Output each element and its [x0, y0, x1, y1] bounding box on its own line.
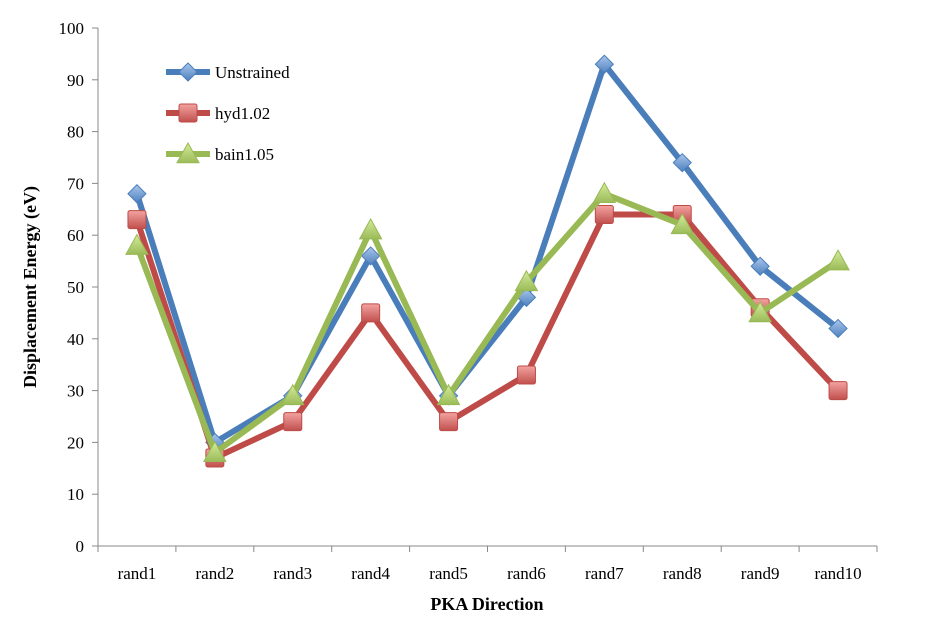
x-tick-label: rand5: [429, 564, 468, 583]
data-point: [594, 54, 615, 74]
data-point: [127, 184, 147, 204]
y-tick-label: 0: [76, 537, 85, 556]
data-point: [828, 318, 848, 339]
y-tick-label: 70: [67, 174, 84, 193]
legend-marker: [178, 103, 198, 123]
data-point: [826, 249, 850, 271]
x-tick-label: rand6: [507, 564, 546, 583]
series-hyd1.02: [127, 204, 848, 468]
data-point: [828, 381, 848, 401]
data-point: [203, 440, 227, 463]
x-tick-label: rand4: [351, 564, 390, 583]
legend-item: bain1.05: [166, 141, 274, 164]
series-line: [134, 190, 840, 456]
x-axis-title: PKA Direction: [430, 594, 543, 614]
data-point: [436, 383, 461, 406]
x-tick-label: rand8: [663, 564, 702, 583]
series-bain1.05: [125, 181, 850, 463]
data-point: [592, 181, 617, 204]
x-tick-label: rand10: [814, 564, 861, 583]
data-point: [127, 210, 147, 230]
axes: 0 10 20 30 40 50 60 70 80 90 100 rand1 rand2 rand3 ran…: [59, 19, 878, 583]
legend-label: bain1.05: [215, 145, 274, 164]
y-tick-label: 50: [67, 278, 84, 297]
data-point: [748, 300, 772, 323]
data-point: [594, 204, 614, 224]
legend-label: Unstrained: [215, 63, 290, 82]
y-tick-label: 10: [67, 485, 84, 504]
data-point: [360, 246, 381, 266]
data-point: [672, 152, 692, 173]
data-point: [516, 365, 536, 385]
x-tick-label: rand3: [273, 564, 312, 583]
legend-item: hyd1.02: [166, 103, 270, 123]
y-axis-title: Displacement Energy (eV): [20, 186, 41, 388]
y-tick-label: 90: [67, 71, 84, 90]
y-tick-label: 30: [67, 382, 84, 401]
series-line: [134, 211, 841, 461]
legend-marker: [176, 141, 200, 164]
data-point: [750, 256, 770, 276]
y-tick-label: 100: [59, 19, 85, 38]
series-line: [134, 61, 840, 446]
data-point: [125, 233, 149, 255]
legend-item: Unstrained: [166, 62, 290, 82]
data-point: [439, 412, 459, 432]
y-tick-label: 20: [67, 433, 84, 452]
series-layer: [125, 54, 850, 468]
x-tick-label: rand9: [741, 564, 780, 583]
data-point: [358, 217, 383, 240]
data-point: [280, 383, 305, 406]
y-tick-label: 80: [67, 123, 84, 142]
data-point: [361, 303, 381, 323]
y-tick-label: 60: [67, 226, 84, 245]
y-tick-label: 40: [67, 330, 84, 349]
x-tick-label: rand7: [585, 564, 624, 583]
data-point: [670, 212, 695, 235]
x-tick-label: rand1: [118, 564, 157, 583]
legend-marker: [178, 62, 198, 82]
legend: Unstrained hyd1.02 bain1.05: [166, 62, 290, 164]
legend-label: hyd1.02: [215, 104, 270, 123]
x-tick-label: rand2: [195, 564, 234, 583]
data-point: [283, 412, 303, 432]
data-point: [514, 269, 539, 292]
